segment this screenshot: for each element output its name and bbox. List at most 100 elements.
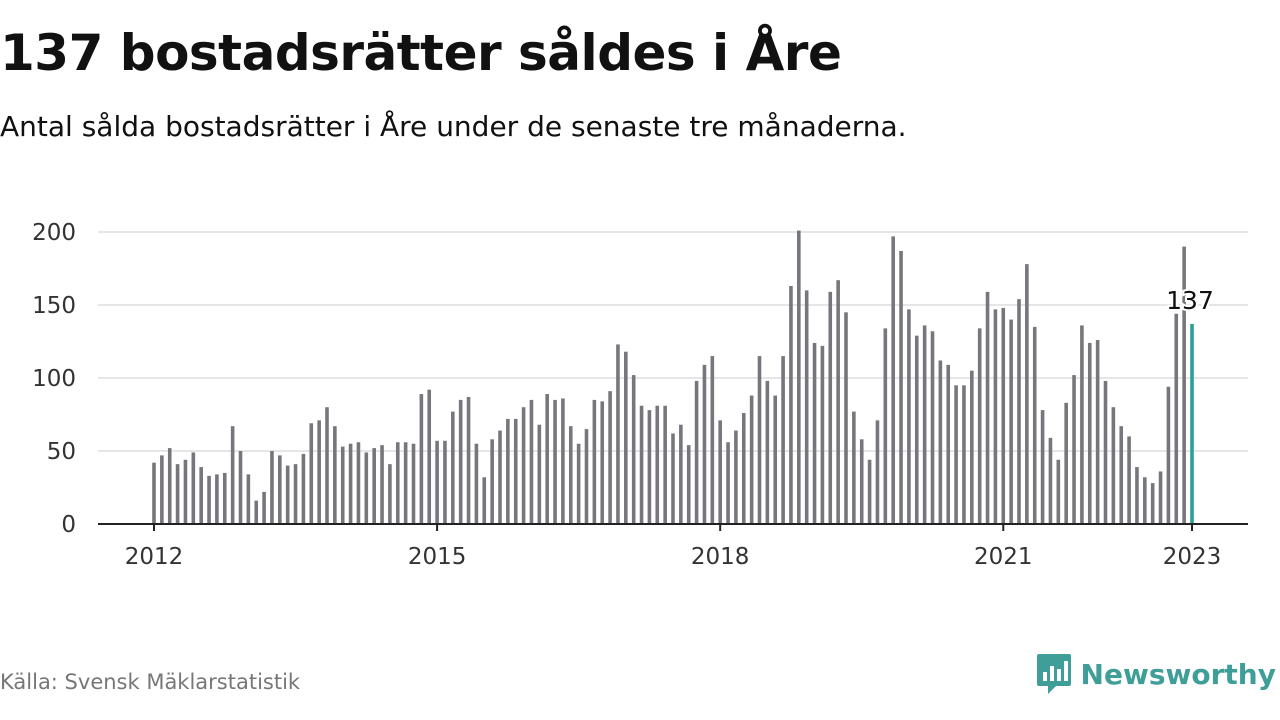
bar xyxy=(624,351,628,524)
bar xyxy=(1143,477,1147,524)
bar xyxy=(789,286,793,524)
bar xyxy=(317,420,321,524)
bar xyxy=(1087,342,1092,524)
bar xyxy=(797,230,801,525)
bar xyxy=(513,418,518,524)
bar xyxy=(1080,325,1084,524)
bar xyxy=(962,385,966,524)
bar xyxy=(1103,380,1108,524)
bar xyxy=(521,407,526,524)
bar xyxy=(1017,299,1021,524)
x-tick-label: 2015 xyxy=(408,544,467,570)
y-tick-label: 0 xyxy=(61,512,76,538)
bar xyxy=(403,442,408,524)
bar xyxy=(576,443,581,524)
chart-subtitle: Antal sålda bostadsrätter i Åre under de… xyxy=(0,110,907,143)
bar xyxy=(765,380,770,524)
bar xyxy=(993,309,998,524)
y-tick-label: 200 xyxy=(32,220,76,246)
bar-chart: 0 50 100 150 200 2012 2015 2018 2021 2023 137 xyxy=(32,220,1248,570)
bar xyxy=(451,411,455,524)
bar xyxy=(1056,459,1061,524)
chart-title: 137 bostadsrätter såldes i Åre xyxy=(0,24,842,82)
bar xyxy=(930,331,935,524)
y-tick-label: 150 xyxy=(32,293,76,319)
bar xyxy=(977,328,982,524)
bar xyxy=(686,445,691,524)
highlight-bar xyxy=(1190,323,1194,524)
bar xyxy=(333,426,337,524)
bar xyxy=(230,426,235,524)
bar xyxy=(246,474,251,524)
newsworthy-logo-icon xyxy=(1036,654,1071,694)
bar xyxy=(631,375,636,524)
brand-logo[interactable]: Newsworthy xyxy=(1036,652,1276,696)
bar xyxy=(199,467,203,524)
bar xyxy=(395,442,400,524)
bar xyxy=(1127,436,1131,524)
bar xyxy=(852,411,856,524)
bar xyxy=(419,394,424,524)
bar xyxy=(427,389,432,524)
bar xyxy=(545,394,549,524)
bar xyxy=(285,465,290,524)
bar xyxy=(938,360,943,524)
bar xyxy=(498,430,502,524)
bar xyxy=(954,385,958,524)
brand-name: Newsworthy xyxy=(1080,657,1276,691)
bar xyxy=(592,399,597,524)
bar xyxy=(340,446,345,524)
bar xyxy=(1135,467,1139,524)
bar xyxy=(1182,246,1186,524)
bar xyxy=(167,448,172,524)
bar xyxy=(1174,313,1179,524)
bar xyxy=(710,356,715,524)
bar xyxy=(293,464,298,524)
bar xyxy=(616,344,620,524)
bar xyxy=(655,405,660,524)
bar xyxy=(883,328,888,524)
bar xyxy=(372,448,376,524)
bar xyxy=(160,455,164,524)
bar xyxy=(215,474,219,524)
bar xyxy=(152,462,156,524)
bar xyxy=(466,396,471,524)
bar xyxy=(914,335,919,524)
bar xyxy=(734,430,738,524)
bar xyxy=(1119,426,1124,524)
bar xyxy=(663,405,667,524)
bar xyxy=(718,420,722,524)
bar xyxy=(639,405,644,524)
source-note: Källa: Svensk Mäklarstatistik xyxy=(0,670,301,694)
x-tick-label: 2023 xyxy=(1163,544,1222,570)
bar xyxy=(757,356,762,524)
bar xyxy=(828,291,833,524)
bar xyxy=(1040,410,1045,524)
x-tick-label: 2012 xyxy=(125,544,184,570)
x-tick-label: 2018 xyxy=(691,544,750,570)
bar xyxy=(356,442,361,524)
bar xyxy=(458,399,463,524)
bar xyxy=(301,453,306,524)
bar xyxy=(1111,407,1116,524)
bar xyxy=(749,395,754,524)
bar xyxy=(1095,340,1100,524)
bar xyxy=(568,426,573,524)
bar xyxy=(679,424,683,524)
bar xyxy=(584,429,589,524)
bar xyxy=(270,451,274,524)
bar xyxy=(773,395,778,524)
bar xyxy=(600,401,605,524)
bar xyxy=(1001,307,1006,524)
bar xyxy=(1025,264,1029,524)
bar xyxy=(946,364,951,524)
bar xyxy=(867,459,872,524)
bar xyxy=(278,455,282,524)
bar xyxy=(474,443,479,524)
bar xyxy=(207,475,211,524)
bar xyxy=(537,424,542,524)
bar xyxy=(694,380,699,524)
bar xyxy=(671,433,675,524)
y-tick-label: 100 xyxy=(32,366,76,392)
bar xyxy=(443,440,447,524)
